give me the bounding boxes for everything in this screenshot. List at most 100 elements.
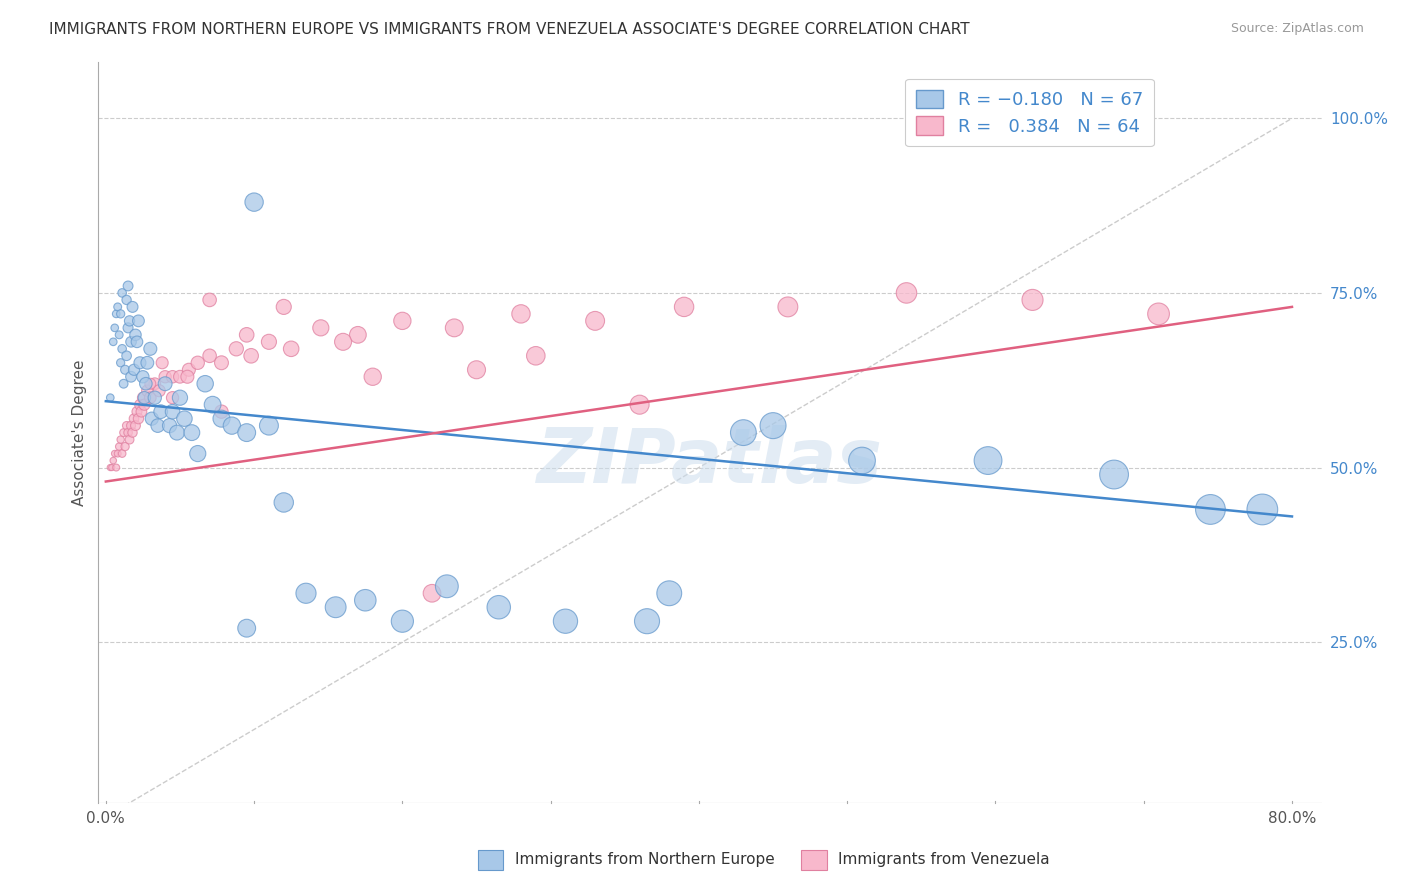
Point bbox=[112, 425, 135, 440]
Point bbox=[977, 453, 1000, 467]
Point bbox=[235, 621, 257, 635]
Point bbox=[173, 411, 195, 425]
Point bbox=[162, 405, 184, 419]
Point bbox=[896, 285, 918, 300]
Point bbox=[391, 314, 413, 328]
Point bbox=[132, 391, 155, 405]
Point bbox=[148, 384, 170, 398]
Point bbox=[436, 579, 458, 593]
Point bbox=[127, 314, 149, 328]
Point bbox=[733, 425, 755, 440]
Point bbox=[107, 300, 129, 314]
Point bbox=[115, 293, 138, 307]
Point bbox=[235, 425, 257, 440]
Point bbox=[211, 411, 233, 425]
Point bbox=[332, 334, 354, 349]
Point bbox=[420, 586, 443, 600]
Point bbox=[121, 425, 143, 440]
Point bbox=[273, 495, 295, 509]
Point bbox=[628, 398, 651, 412]
Point bbox=[121, 300, 143, 314]
Point bbox=[658, 586, 681, 600]
Point bbox=[135, 376, 157, 391]
Point bbox=[141, 411, 163, 425]
Point bbox=[257, 418, 280, 433]
Point bbox=[105, 307, 128, 321]
Point bbox=[162, 369, 184, 384]
Point bbox=[636, 614, 658, 628]
Point bbox=[125, 405, 148, 419]
Point bbox=[180, 425, 202, 440]
Point bbox=[153, 369, 176, 384]
Point bbox=[117, 321, 139, 335]
Point bbox=[115, 349, 138, 363]
Text: Immigrants from Venezuela: Immigrants from Venezuela bbox=[838, 853, 1050, 867]
Point bbox=[98, 391, 121, 405]
Point bbox=[465, 363, 488, 377]
Point bbox=[118, 314, 141, 328]
Point bbox=[120, 418, 142, 433]
Point bbox=[187, 446, 209, 460]
Legend: R = −0.180   N = 67, R =   0.384   N = 64: R = −0.180 N = 67, R = 0.384 N = 64 bbox=[905, 78, 1153, 146]
Point bbox=[273, 300, 295, 314]
Point bbox=[211, 405, 233, 419]
Text: Immigrants from Northern Europe: Immigrants from Northern Europe bbox=[515, 853, 775, 867]
Point bbox=[1021, 293, 1043, 307]
Point bbox=[1147, 307, 1170, 321]
Point bbox=[100, 460, 122, 475]
Point bbox=[176, 369, 198, 384]
Point bbox=[225, 342, 247, 356]
Point bbox=[177, 363, 200, 377]
Point bbox=[105, 460, 128, 475]
Point bbox=[114, 363, 136, 377]
Point bbox=[187, 356, 209, 370]
Point bbox=[98, 460, 121, 475]
Point bbox=[108, 327, 131, 342]
Point bbox=[120, 369, 142, 384]
Point bbox=[325, 600, 347, 615]
Point bbox=[554, 614, 576, 628]
Point bbox=[118, 433, 141, 447]
Point bbox=[111, 446, 134, 460]
Point bbox=[139, 376, 162, 391]
Point bbox=[120, 334, 142, 349]
Point bbox=[112, 376, 135, 391]
Point bbox=[125, 334, 148, 349]
Point bbox=[114, 440, 136, 454]
Point bbox=[583, 314, 606, 328]
Point bbox=[110, 307, 132, 321]
Point bbox=[221, 418, 243, 433]
Point bbox=[1251, 502, 1274, 516]
Point bbox=[108, 440, 131, 454]
Point bbox=[309, 321, 332, 335]
Point bbox=[103, 334, 125, 349]
Point bbox=[1102, 467, 1125, 482]
Point bbox=[117, 425, 139, 440]
Point bbox=[122, 411, 145, 425]
Point bbox=[153, 376, 176, 391]
Point bbox=[354, 593, 377, 607]
Point bbox=[194, 376, 217, 391]
Point bbox=[211, 356, 233, 370]
Point bbox=[443, 321, 465, 335]
Text: Source: ZipAtlas.com: Source: ZipAtlas.com bbox=[1230, 22, 1364, 36]
Point bbox=[139, 391, 162, 405]
Point bbox=[149, 405, 172, 419]
Point bbox=[124, 418, 146, 433]
Point bbox=[295, 586, 318, 600]
Point bbox=[134, 398, 156, 412]
Point bbox=[136, 356, 159, 370]
Point bbox=[524, 349, 547, 363]
Point bbox=[762, 418, 785, 433]
Point bbox=[103, 453, 125, 467]
Point bbox=[117, 279, 139, 293]
Point bbox=[159, 418, 181, 433]
Point bbox=[146, 418, 169, 433]
Point bbox=[776, 300, 799, 314]
Point bbox=[240, 349, 263, 363]
Point bbox=[280, 342, 302, 356]
Point bbox=[510, 307, 533, 321]
Point bbox=[143, 376, 166, 391]
Point bbox=[391, 614, 413, 628]
Point bbox=[131, 405, 153, 419]
